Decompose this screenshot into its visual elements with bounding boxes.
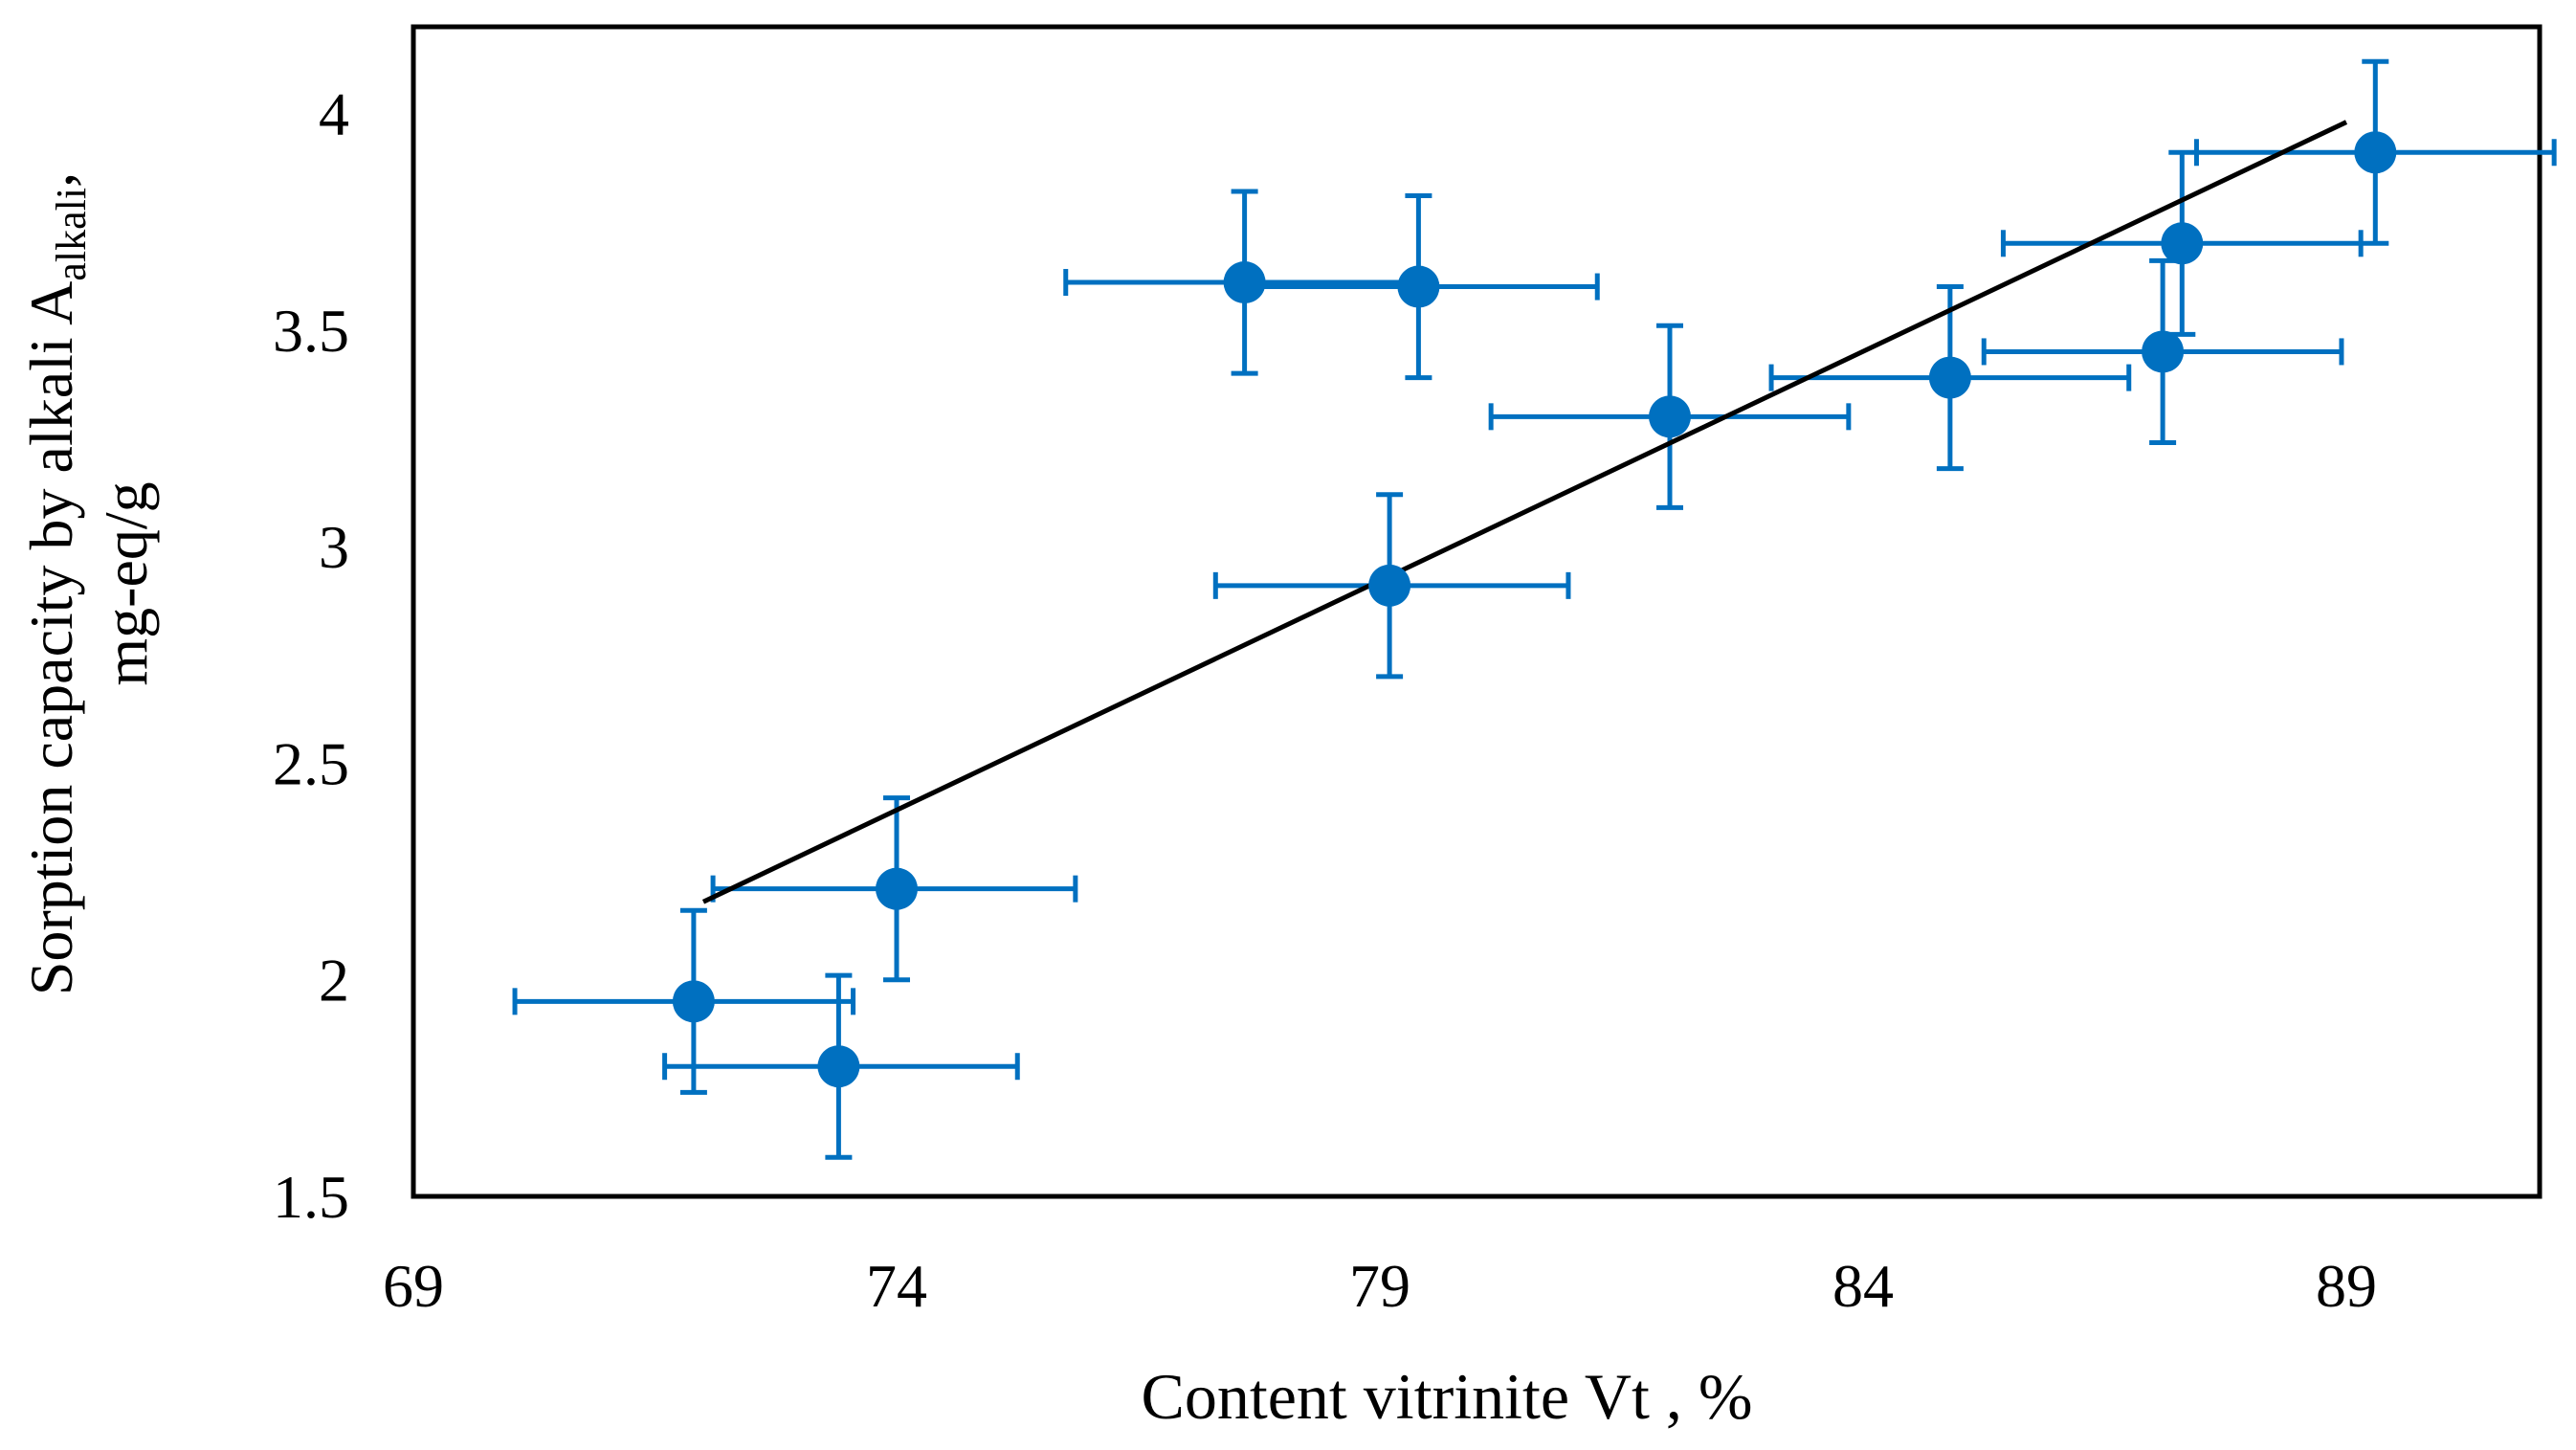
- x-tick-label: 69: [383, 1252, 444, 1320]
- y-axis-label-subscript: alkali: [48, 188, 95, 281]
- y-tick-label: 1.5: [273, 1163, 349, 1231]
- x-tick-label: 74: [866, 1252, 927, 1320]
- x-axis-label: Content vitrinite Vt , %: [1141, 1360, 1752, 1433]
- y-tick-label: 2: [319, 947, 349, 1015]
- x-tick-label: 89: [2316, 1252, 2377, 1320]
- trendline-group: [701, 120, 2348, 904]
- data-point: [672, 980, 715, 1023]
- x-tick-label: 84: [1832, 1252, 1894, 1320]
- y-tick-label: 3.5: [273, 297, 349, 365]
- data-point: [1928, 356, 1971, 399]
- data-point: [876, 867, 918, 910]
- x-axis-tick-labels: 69 74 79 84 89: [383, 1252, 2377, 1320]
- data-point: [2354, 131, 2397, 174]
- trendline: [701, 120, 2348, 904]
- y-axis-label: Sorption capacity by alkali Aalkali, mg-…: [17, 172, 160, 995]
- data-point: [2161, 222, 2204, 265]
- y-axis-label-line1: Sorption capacity by alkali Aalkali,: [17, 172, 95, 995]
- data-point: [2142, 330, 2185, 373]
- y-axis-label-comma: ,: [17, 172, 85, 188]
- y-tick-label: 2.5: [273, 729, 349, 797]
- y-tick-label: 4: [319, 80, 349, 148]
- x-tick-label: 79: [1349, 1252, 1410, 1320]
- data-point: [817, 1045, 860, 1088]
- y-axis-label-main: Sorption capacity by alkali A: [17, 281, 85, 996]
- data-points: [672, 131, 2397, 1088]
- y-axis-tick-labels: 1.5 2 2.5 3 3.5 4: [273, 80, 349, 1231]
- data-point: [1649, 395, 1691, 438]
- plot-frame: [411, 24, 2543, 1199]
- data-point: [1397, 265, 1440, 308]
- data-point: [1368, 564, 1411, 607]
- data-point: [1223, 261, 1266, 304]
- y-axis-label-line2: mg-eq/g: [92, 481, 160, 685]
- y-tick-label: 3: [319, 513, 349, 581]
